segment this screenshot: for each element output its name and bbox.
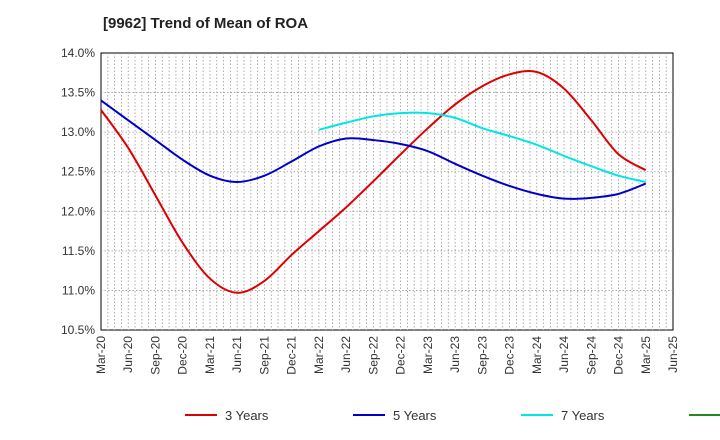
y-tick-label: 10.5% — [61, 323, 95, 337]
y-tick-label: 11.0% — [62, 283, 95, 297]
grid-lines — [101, 53, 673, 330]
x-tick-label: Jun-21 — [230, 336, 244, 373]
y-tick-label: 13.5% — [61, 86, 95, 100]
x-tick-label: Dec-22 — [394, 336, 408, 375]
x-tick-label: Mar-24 — [530, 336, 544, 374]
y-tick-label: 14.0% — [61, 46, 95, 60]
x-tick-label: Jun-23 — [448, 336, 462, 373]
x-tick-label: Sep-24 — [584, 336, 598, 375]
x-tick-label: Mar-20 — [94, 336, 108, 374]
legend-label-7-years: 7 Years — [561, 408, 605, 423]
x-tick-label: Dec-20 — [176, 336, 190, 375]
x-tick-label: Mar-23 — [421, 336, 435, 374]
x-tick-label: Sep-20 — [148, 336, 162, 375]
x-tick-label: Dec-23 — [503, 336, 517, 375]
x-tick-label: Dec-24 — [612, 336, 626, 375]
x-tick-label: Mar-21 — [203, 336, 217, 374]
legend-label-5-years: 5 Years — [393, 408, 437, 423]
axes: 10.5% 11.0% 11.5% 12.0% 12.5% 13.0% 13.5% 14.0%… — [61, 46, 680, 375]
y-tick-label: 11.5% — [62, 244, 95, 258]
x-tick-label: Dec-21 — [285, 336, 299, 375]
x-tick-label: Mar-22 — [312, 336, 326, 374]
chart-title: [9962] Trend of Mean of ROA — [103, 15, 308, 32]
x-tick-label: Sep-21 — [257, 336, 271, 375]
x-tick-label: Jun-25 — [666, 336, 680, 373]
x-tick-label: Jun-20 — [121, 336, 135, 373]
series-line-3-years — [100, 70, 647, 294]
x-tick-label: Jun-22 — [339, 336, 353, 373]
x-tick-label: Mar-25 — [639, 336, 653, 374]
series-line-5-years — [100, 99, 647, 200]
y-tick-label: 12.0% — [61, 204, 95, 218]
series-line-7-years — [318, 111, 646, 183]
x-tick-label: Sep-22 — [366, 336, 380, 375]
legend-label-3-years: 3 Years — [225, 408, 269, 423]
x-tick-label: Sep-23 — [475, 336, 489, 375]
y-tick-label: 12.5% — [61, 165, 95, 179]
series-lines — [100, 70, 647, 294]
y-tick-label: 13.0% — [61, 125, 95, 139]
x-tick-label: Jun-24 — [557, 336, 571, 373]
